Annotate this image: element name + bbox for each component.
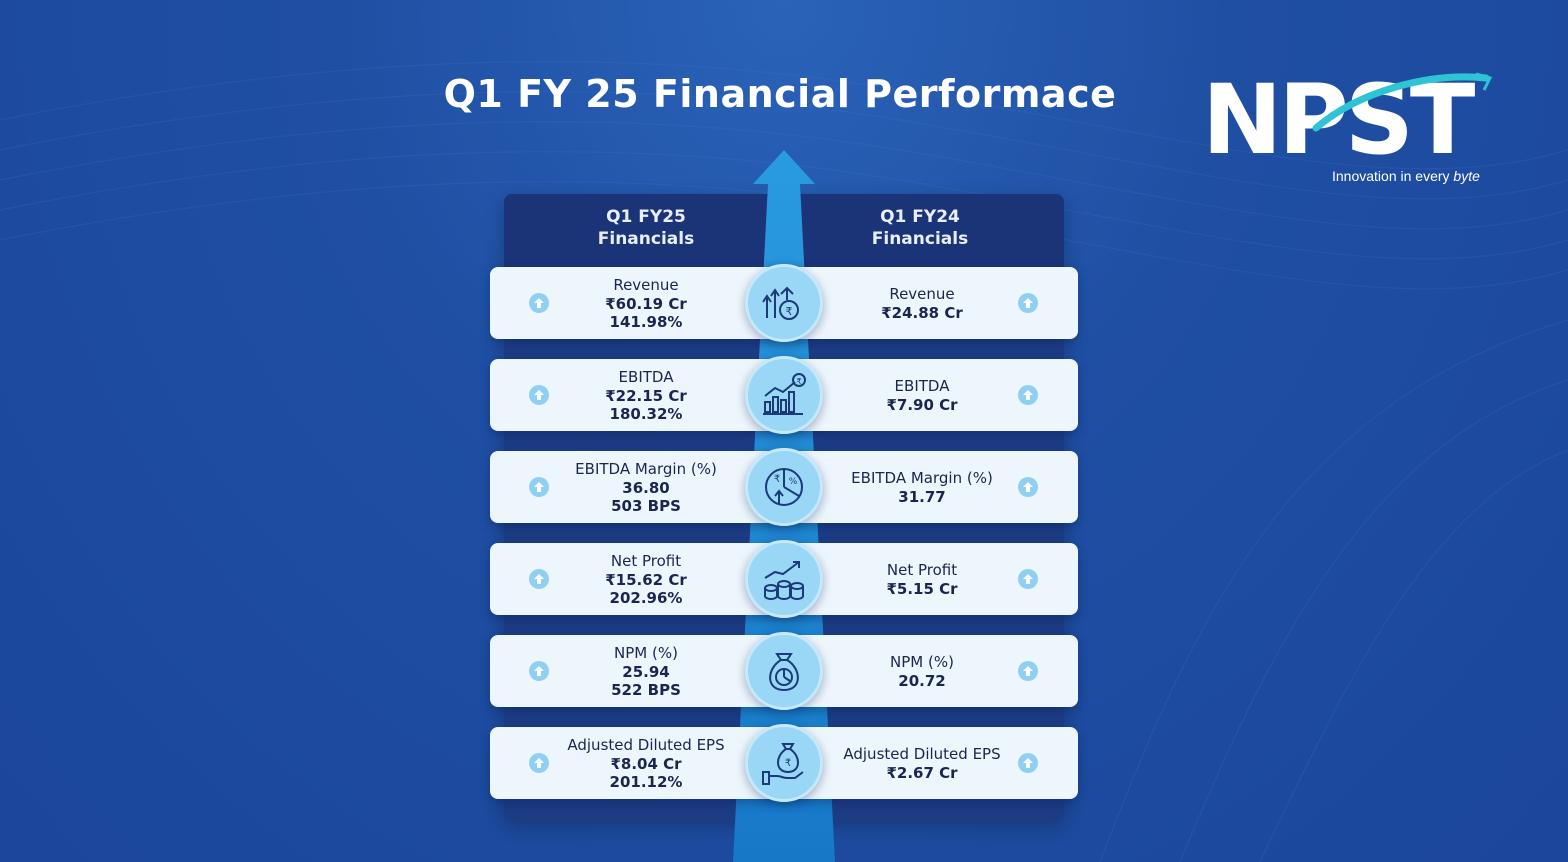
hand-money-bag-icon: ₹ — [745, 724, 823, 802]
fy24-cell: EBITDA ₹7.90 Cr — [812, 359, 1032, 431]
metric-label: EBITDA Margin (%) — [851, 468, 993, 487]
metric-value: ₹5.15 Cr — [886, 579, 958, 598]
svg-text:₹: ₹ — [774, 474, 780, 485]
fy25-column-header: Q1 FY25 Financials — [597, 207, 695, 249]
coins-trend-icon — [745, 540, 823, 618]
metric-value: ₹15.62 Cr — [605, 570, 687, 589]
bar-chart-rupee-icon: ₹ — [745, 356, 823, 434]
money-bag-pie-icon — [745, 632, 823, 710]
up-arrow-icon — [1018, 661, 1038, 681]
metric-change: 202.96% — [609, 588, 683, 607]
metric-label: NPM (%) — [614, 643, 678, 662]
fy24-cell: EBITDA Margin (%) 31.77 — [812, 451, 1032, 523]
metric-label: EBITDA Margin (%) — [575, 459, 717, 478]
metric-value: ₹2.67 Cr — [886, 763, 958, 782]
tagline-regular: Innovation in every — [1332, 168, 1454, 184]
logo-swoosh-icon — [1312, 72, 1493, 132]
metric-label: Adjusted Diluted EPS — [843, 744, 1001, 763]
up-arrow-icon — [1018, 293, 1038, 313]
metric-label: Revenue — [613, 275, 679, 294]
fy25-cell: Revenue ₹60.19 Cr 141.98% — [536, 267, 756, 339]
up-arrow-icon — [529, 753, 549, 773]
fy24-column-header: Q1 FY24 Financials — [871, 207, 969, 249]
npst-logo: NPST Innovation in every byte — [1198, 72, 1498, 192]
metric-change: 141.98% — [609, 312, 683, 331]
up-arrow-icon — [1018, 477, 1038, 497]
metric-change: 180.32% — [609, 404, 683, 423]
fy24-cell: NPM (%) 20.72 — [812, 635, 1032, 707]
up-arrow-icon — [529, 385, 549, 405]
svg-text:₹: ₹ — [786, 305, 793, 318]
metric-label: Revenue — [889, 284, 955, 303]
svg-text:₹: ₹ — [796, 377, 801, 386]
metric-value: ₹7.90 Cr — [886, 395, 958, 414]
fy25-cell: EBITDA Margin (%) 36.80 503 BPS — [536, 451, 756, 523]
metric-value: ₹22.15 Cr — [605, 386, 687, 405]
metric-value: ₹8.04 Cr — [610, 754, 682, 773]
metric-label: Net Profit — [610, 551, 682, 570]
metric-value: 31.77 — [898, 487, 946, 506]
metric-label: Adjusted Diluted EPS — [567, 735, 725, 754]
metric-value: ₹60.19 Cr — [605, 294, 687, 313]
fy24-cell: Adjusted Diluted EPS ₹2.67 Cr — [812, 727, 1032, 799]
up-arrow-icon — [529, 477, 549, 497]
up-arrow-icon — [1018, 569, 1038, 589]
metric-change: 201.12% — [609, 772, 683, 791]
up-arrow-icon — [529, 661, 549, 681]
metric-value: ₹24.88 Cr — [881, 303, 963, 322]
logo-tagline: Innovation in every byte — [1332, 168, 1480, 184]
metric-label: EBITDA — [894, 376, 950, 395]
svg-text:%: % — [789, 477, 798, 487]
metric-label: EBITDA — [618, 367, 674, 386]
logo-wordmark: NPST — [1202, 64, 1475, 176]
fy25-cell: NPM (%) 25.94 522 BPS — [536, 635, 756, 707]
fy25-cell: Adjusted Diluted EPS ₹8.04 Cr 201.12% — [536, 727, 756, 799]
svg-text:₹: ₹ — [785, 758, 791, 769]
up-arrow-icon — [1018, 385, 1038, 405]
revenue-growth-icon: ₹ — [745, 264, 823, 342]
fy25-cell: EBITDA ₹22.15 Cr 180.32% — [536, 359, 756, 431]
up-arrow-icon — [529, 569, 549, 589]
metric-change: 522 BPS — [611, 680, 681, 699]
fy24-cell: Revenue ₹24.88 Cr — [812, 267, 1032, 339]
metric-value: 20.72 — [898, 671, 946, 690]
page-title: Q1 FY 25 Financial Performace — [443, 72, 1117, 116]
fy24-cell: Net Profit ₹5.15 Cr — [812, 543, 1032, 615]
up-arrow-icon — [529, 293, 549, 313]
metric-value: 36.80 — [622, 478, 670, 497]
up-arrow-icon — [1018, 753, 1038, 773]
pie-percent-icon: ₹% — [745, 448, 823, 526]
metric-label: NPM (%) — [890, 652, 954, 671]
metric-value: 25.94 — [622, 662, 670, 681]
metric-change: 503 BPS — [611, 496, 681, 515]
fy25-cell: Net Profit ₹15.62 Cr 202.96% — [536, 543, 756, 615]
metric-label: Net Profit — [886, 560, 958, 579]
tagline-italic: byte — [1453, 168, 1480, 184]
